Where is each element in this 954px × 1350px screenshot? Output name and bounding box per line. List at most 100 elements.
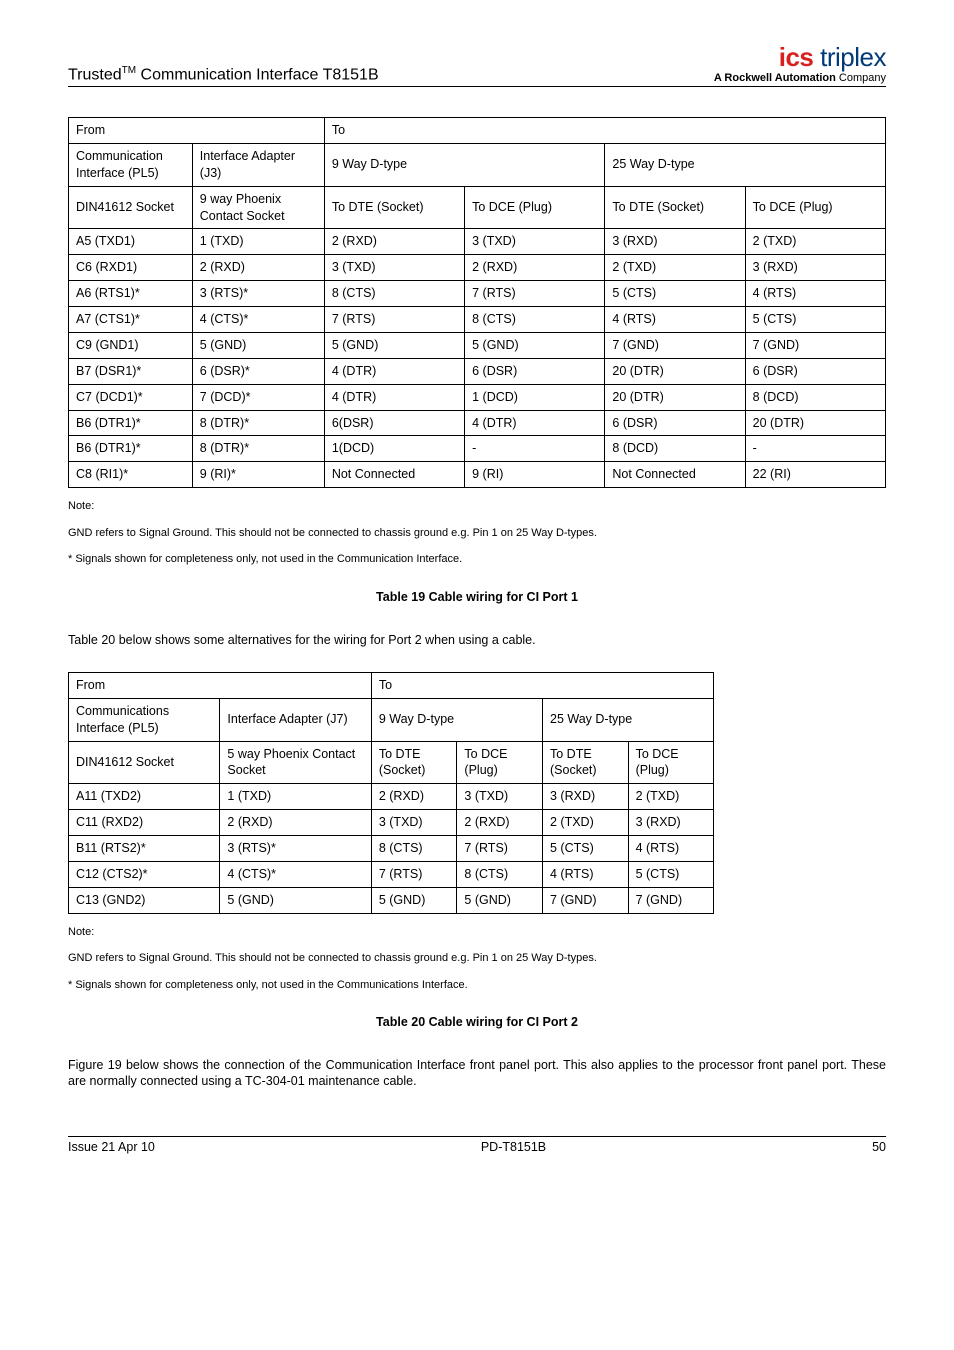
table-cell: A7 (CTS1)* <box>69 307 193 333</box>
table-row: C13 (GND2)5 (GND)5 (GND)5 (GND)7 (GND)7 … <box>69 887 714 913</box>
logo-text: ics triplex <box>714 44 886 70</box>
table-cell: B6 (DTR1)* <box>69 436 193 462</box>
table-cell: 3 (RTS)* <box>220 836 371 862</box>
end-paragraph: Figure 19 below shows the connection of … <box>68 1057 886 1090</box>
table-cell: 20 (DTR) <box>745 410 885 436</box>
table-cell: 4 (RTS) <box>745 281 885 307</box>
table-cell: 22 (RI) <box>745 462 885 488</box>
t1-dte1: To DTE (Socket) <box>324 186 464 229</box>
table-cell: C9 (GND1) <box>69 332 193 358</box>
table-cell: 5 (GND) <box>220 887 371 913</box>
table-cell: 2 (RXD) <box>457 810 543 836</box>
table-cell: Not Connected <box>605 462 745 488</box>
table-cell: A6 (RTS1)* <box>69 281 193 307</box>
table-cell: 2 (RXD) <box>371 784 457 810</box>
table-cell: 20 (DTR) <box>605 358 745 384</box>
t2-din: DIN41612 Socket <box>69 741 220 784</box>
t2-adapter-label: Interface Adapter (J7) <box>220 698 371 741</box>
table-cell: 5 (CTS) <box>745 307 885 333</box>
table-cell: 2 (TXD) <box>543 810 629 836</box>
table-cell: 3 (RTS)* <box>192 281 324 307</box>
table-cell: 7 (RTS) <box>324 307 464 333</box>
t2-to: To <box>371 672 713 698</box>
t1-from: From <box>69 118 325 144</box>
title-sup: TM <box>122 65 136 76</box>
t2-dte2: To DTE (Socket) <box>543 741 629 784</box>
table-row: C6 (RXD1)2 (RXD)3 (TXD)2 (RXD)2 (TXD)3 (… <box>69 255 886 281</box>
logo-subtitle: A Rockwell Automation Company <box>714 72 886 84</box>
table-row: C12 (CTS2)*4 (CTS)*7 (RTS)8 (CTS)4 (RTS)… <box>69 861 714 887</box>
table-cell: 4 (DTR) <box>324 358 464 384</box>
table-cell: 7 (DCD)* <box>192 384 324 410</box>
caption-table19: Table 19 Cable wiring for CI Port 1 <box>68 590 886 604</box>
table-row: C9 (GND1)5 (GND)5 (GND)5 (GND)7 (GND)7 (… <box>69 332 886 358</box>
table-cell: 8 (DTR)* <box>192 410 324 436</box>
logo-block: ics triplex A Rockwell Automation Compan… <box>714 44 886 84</box>
table-cell: 2 (RXD) <box>192 255 324 281</box>
table-row: B6 (DTR1)*8 (DTR)*1(DCD)-8 (DCD)- <box>69 436 886 462</box>
logo-blue-2: lex <box>854 42 886 72</box>
doc-title: TrustedTM Communication Interface T8151B <box>68 65 379 84</box>
table-cell: 8 (DTR)* <box>192 436 324 462</box>
table-row: B11 (RTS2)*3 (RTS)*8 (CTS)7 (RTS)5 (CTS)… <box>69 836 714 862</box>
footer-left: Issue 21 Apr 10 <box>68 1140 155 1154</box>
table-ci-port2: From To Communications Interface (PL5) I… <box>68 672 714 914</box>
t2-dte1: To DTE (Socket) <box>371 741 457 784</box>
table-cell: 4 (DTR) <box>465 410 605 436</box>
t1-ci-label: Communication Interface (PL5) <box>69 143 193 186</box>
table-row: A11 (TXD2)1 (TXD)2 (RXD)3 (TXD)3 (RXD)2 … <box>69 784 714 810</box>
table-cell: A11 (TXD2) <box>69 784 220 810</box>
page-footer: Issue 21 Apr 10 PD-T8151B 50 <box>68 1136 886 1154</box>
t2-ci-label: Communications Interface (PL5) <box>69 698 220 741</box>
table-cell: 3 (TXD) <box>371 810 457 836</box>
table-cell: 2 (RXD) <box>220 810 371 836</box>
note2-gnd: GND refers to Signal Ground. This should… <box>68 950 886 967</box>
table-row: A5 (TXD1)1 (TXD)2 (RXD)3 (TXD)3 (RXD)2 (… <box>69 229 886 255</box>
table-row: C7 (DCD1)*7 (DCD)*4 (DTR)1 (DCD)20 (DTR)… <box>69 384 886 410</box>
table-cell: 4 (RTS) <box>628 836 714 862</box>
t2-25way: 25 Way D-type <box>543 698 714 741</box>
table-ci-port1: From To Communication Interface (PL5) In… <box>68 117 886 488</box>
table-cell: 20 (DTR) <box>605 384 745 410</box>
table-cell: 8 (DCD) <box>745 384 885 410</box>
table-cell: 7 (GND) <box>628 887 714 913</box>
note1-gnd: GND refers to Signal Ground. This should… <box>68 525 886 542</box>
table-cell: 2 (TXD) <box>745 229 885 255</box>
table-cell: 1 (TXD) <box>220 784 371 810</box>
table-cell: Not Connected <box>324 462 464 488</box>
table-cell: B11 (RTS2)* <box>69 836 220 862</box>
table-cell: 4 (CTS)* <box>220 861 371 887</box>
table-cell: C8 (RI1)* <box>69 462 193 488</box>
table-cell: 4 (RTS) <box>605 307 745 333</box>
title-pre: Trusted <box>68 66 122 83</box>
table-cell: 8 (CTS) <box>371 836 457 862</box>
table-cell: 5 (CTS) <box>605 281 745 307</box>
t1-phoenix: 9 way Phoenix Contact Socket <box>192 186 324 229</box>
footer-right: 50 <box>872 1140 886 1154</box>
table-cell: 6(DSR) <box>324 410 464 436</box>
table-cell: 3 (RXD) <box>745 255 885 281</box>
table-cell: 7 (GND) <box>745 332 885 358</box>
table-cell: 8 (CTS) <box>457 861 543 887</box>
table-cell: - <box>745 436 885 462</box>
t1-dce2: To DCE (Plug) <box>745 186 885 229</box>
table-cell: 6 (DSR)* <box>192 358 324 384</box>
table-cell: B7 (DSR1)* <box>69 358 193 384</box>
t2-phoenix: 5 way Phoenix Contact Socket <box>220 741 371 784</box>
table-row: C8 (RI1)*9 (RI)*Not Connected9 (RI)Not C… <box>69 462 886 488</box>
table-cell: 7 (RTS) <box>465 281 605 307</box>
table-cell: 4 (CTS)* <box>192 307 324 333</box>
table-cell: 2 (TXD) <box>628 784 714 810</box>
table-cell: 5 (CTS) <box>543 836 629 862</box>
logo-sub-bold: A Rockwell Automation <box>714 72 839 84</box>
table-cell: 6 (DSR) <box>745 358 885 384</box>
table-cell: 7 (GND) <box>605 332 745 358</box>
table-cell: 2 (TXD) <box>605 255 745 281</box>
t1-adapter-label: Interface Adapter (J3) <box>192 143 324 186</box>
note2-label: Note: <box>68 924 886 941</box>
t1-din: DIN41612 Socket <box>69 186 193 229</box>
mid-paragraph: Table 20 below shows some alternatives f… <box>68 632 886 648</box>
table-cell: 3 (TXD) <box>457 784 543 810</box>
footer-center: PD-T8151B <box>481 1140 546 1154</box>
table-cell: 3 (TXD) <box>465 229 605 255</box>
